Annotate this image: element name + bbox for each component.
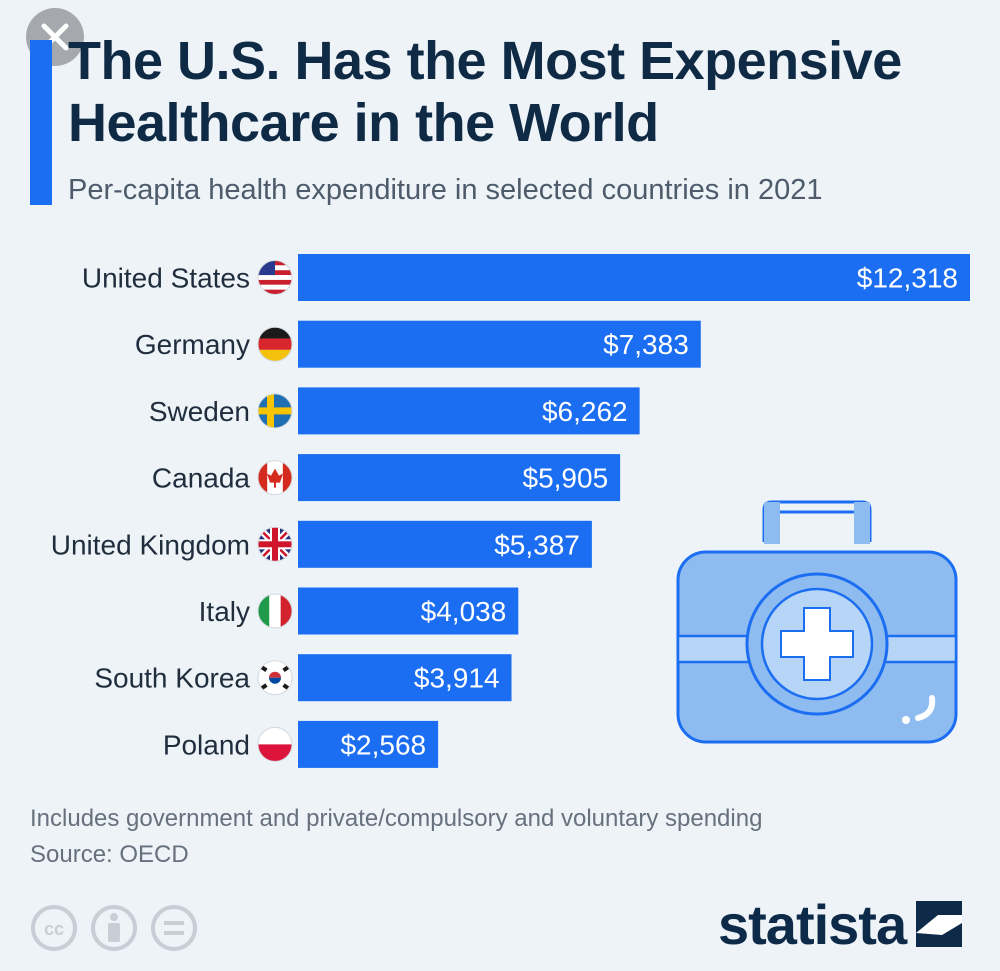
bar-germany (298, 320, 701, 368)
category-label: United Kingdom (51, 529, 250, 560)
bar-canada (298, 454, 621, 502)
data-label: $5,905 (523, 463, 609, 494)
flag-us-icon (257, 260, 293, 295)
brand-name: statista (718, 892, 907, 956)
bar-poland (298, 720, 439, 768)
first-aid-kit-icon (676, 500, 958, 744)
chart-title: The U.S. Has the Most Expensive Healthca… (68, 31, 902, 153)
attribution-icon (91, 905, 137, 951)
title-accent-bar (30, 40, 52, 205)
category-label: South Korea (94, 663, 250, 694)
data-label: $2,568 (340, 729, 426, 760)
category-label: Italy (199, 596, 250, 627)
bar-sweden (298, 387, 640, 435)
bar-united-states (298, 254, 970, 301)
license-icons: cc (30, 904, 200, 954)
statista-mark-icon (916, 901, 963, 947)
bar-united-kingdom (298, 520, 592, 568)
data-label: $3,914 (414, 663, 500, 694)
flag-it-icon (257, 593, 293, 629)
bar-chart: $12,318 United States $7,383 Germany $6,262 S… (51, 254, 970, 768)
data-label: $4,038 (421, 596, 507, 627)
no-derivatives-icon (151, 905, 197, 951)
data-label: $5,387 (494, 529, 580, 560)
category-label: Sweden (149, 396, 250, 427)
data-label: $12,318 (857, 263, 958, 294)
category-label: Germany (135, 329, 250, 360)
chart-subtitle: Per-capita health expenditure in selecte… (68, 174, 823, 206)
chart-source: Source: OECD (30, 841, 189, 868)
flag-ca-icon (257, 460, 293, 496)
data-label: $7,383 (603, 329, 689, 360)
cc-icon: cc (31, 905, 77, 951)
chart-note: Includes government and private/compulso… (30, 805, 763, 832)
flag-kr-icon (257, 660, 293, 696)
svg-text:cc: cc (44, 919, 64, 939)
flag-de-icon (257, 326, 293, 362)
statista-logo[interactable]: statista (718, 888, 963, 960)
flag-gb-icon (257, 526, 293, 562)
flag-pl-icon (257, 726, 293, 762)
data-label: $6,262 (542, 396, 628, 427)
category-label: United States (82, 263, 250, 294)
bar-italy (298, 587, 519, 635)
category-label: Canada (152, 463, 251, 494)
category-label: Poland (163, 729, 250, 760)
flag-se-icon (257, 393, 293, 429)
bar-south-korea (298, 654, 512, 702)
